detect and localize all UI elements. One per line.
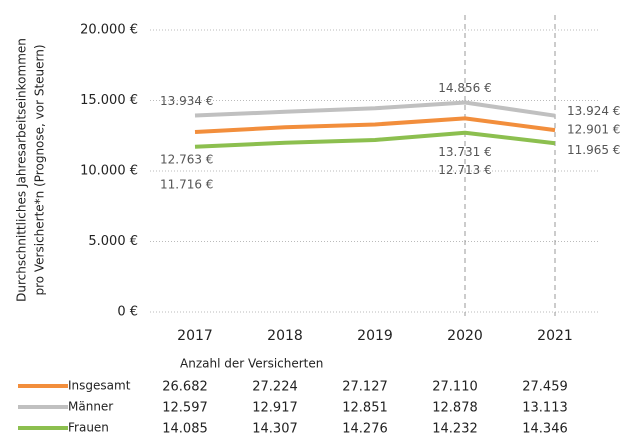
- table-cell: 12.878: [432, 401, 478, 416]
- data-label: 13.934 €: [160, 94, 213, 108]
- y-axis-label: pro Versicherte*n (Prognose, vor Steuern…: [33, 44, 47, 295]
- table-cell: 12.917: [252, 401, 298, 416]
- table-cell: 14.276: [342, 422, 388, 437]
- data-label: 11.965 €: [567, 143, 620, 157]
- table-cell: 13.113: [522, 401, 568, 416]
- y-tick-label: 10.000 €: [80, 164, 138, 179]
- data-label: 11.716 €: [160, 177, 213, 191]
- data-label: 12.713 €: [438, 163, 491, 177]
- x-tick-label: 2019: [357, 328, 393, 344]
- legend-label: Frauen: [68, 421, 109, 435]
- y-tick-label: 15.000 €: [80, 93, 138, 108]
- y-tick-label: 5.000 €: [88, 234, 138, 249]
- y-tick-label: 20.000 €: [80, 23, 138, 38]
- table-cell: 27.127: [342, 380, 388, 395]
- data-label: 12.763 €: [160, 153, 213, 167]
- legend-label: Insgesamt: [68, 379, 131, 393]
- table-cell: 27.459: [522, 380, 568, 395]
- table-cell: 14.085: [162, 422, 208, 437]
- table-cell: 27.224: [252, 380, 298, 395]
- table-cell: 27.110: [432, 380, 478, 395]
- x-tick-label: 2018: [267, 328, 303, 344]
- data-label: 12.901 €: [567, 123, 620, 137]
- table-title: Anzahl der Versicherten: [180, 357, 323, 371]
- table-cell: 14.346: [522, 422, 568, 437]
- data-label: 13.731 €: [438, 145, 491, 159]
- table-cell: 14.307: [252, 422, 298, 437]
- table-cell: 12.597: [162, 401, 208, 416]
- data-label: 14.856 €: [438, 81, 491, 95]
- x-tick-label: 2020: [447, 328, 483, 344]
- y-axis-label: Durchschnittliches Jahresarbeitseinkomme…: [15, 38, 29, 302]
- line: [194, 130, 556, 149]
- data-label: 13.924 €: [567, 104, 620, 118]
- legend-label: Männer: [68, 400, 113, 414]
- table-cell: 14.232: [432, 422, 478, 437]
- x-tick-label: 2021: [537, 328, 573, 344]
- line: [194, 116, 556, 135]
- y-tick-label: 0 €: [117, 305, 138, 320]
- line: [194, 100, 556, 118]
- table-cell: 12.851: [342, 401, 388, 416]
- table-cell: 26.682: [162, 380, 208, 395]
- x-tick-label: 2017: [177, 328, 213, 344]
